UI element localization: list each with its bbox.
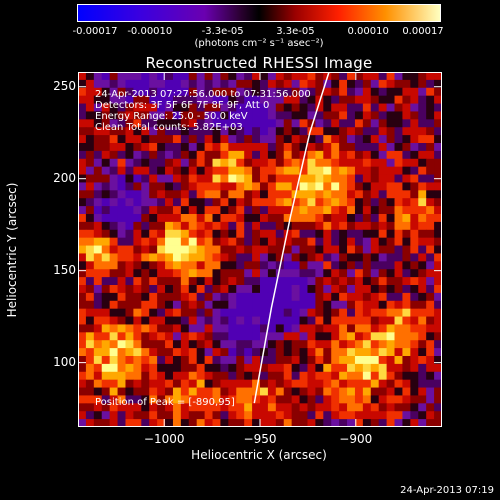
footer-timestamp: 24-Apr-2013 07:19 xyxy=(400,485,494,496)
y-tick-label: 250 xyxy=(53,78,76,93)
colorbar-tick-label: 0.00010 xyxy=(347,26,389,37)
chart-title: Reconstructed RHESSI Image xyxy=(145,54,373,72)
colorbar-tick-label: -0.00010 xyxy=(127,26,173,37)
x-tick-label: −900 xyxy=(339,432,373,446)
y-axis-label: Heliocentric Y (arcsec) xyxy=(5,182,19,318)
y-tick-label: 150 xyxy=(53,262,76,277)
peak-position-text: Position of Peak = [-890,95] xyxy=(95,397,235,408)
y-tick-label: 200 xyxy=(53,170,76,185)
x-tick-label: −1000 xyxy=(143,432,185,446)
y-tick-label: 100 xyxy=(53,354,76,369)
colorbar-tick-label: 3.3e-05 xyxy=(276,26,315,37)
colorbar-tick-label: -0.00017 xyxy=(72,26,118,37)
x-axis-label: Heliocentric X (arcsec) xyxy=(191,448,327,462)
detectors-text: Detectors: 3F 5F 6F 7F 8F 9F, Att 0 xyxy=(95,100,270,111)
heatmap-plot xyxy=(78,72,442,427)
x-tick-label: −950 xyxy=(243,432,277,446)
solar-limb-curve xyxy=(253,72,330,404)
colorbar-units-label: (photons cm⁻² s⁻¹ asec⁻²) xyxy=(194,38,324,49)
colorbar-gradient xyxy=(77,4,441,22)
colorbar-tick-label: 0.00017 xyxy=(402,26,444,37)
energy-range-text: Energy Range: 25.0 - 50.0 keV xyxy=(95,111,248,122)
time-range-text: 24-Apr-2013 07:27:56.000 to 07:31:56.000 xyxy=(95,89,311,100)
clean-counts-text: Clean Total counts: 5.82E+03 xyxy=(95,122,243,133)
colorbar-tick-label: -3.3e-05 xyxy=(201,26,244,37)
